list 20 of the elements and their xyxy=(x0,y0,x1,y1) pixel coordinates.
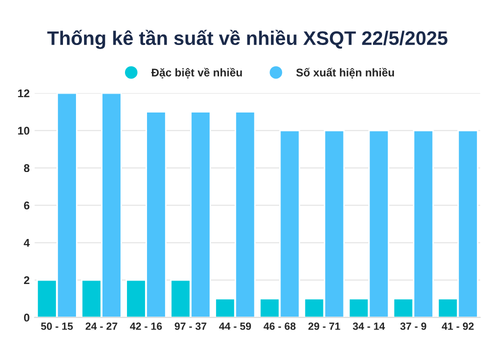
y-tick-label: 6 xyxy=(24,202,30,210)
x-tick-label: 42 - 16 xyxy=(130,322,162,330)
x-tick-label: 29 - 71 xyxy=(308,322,340,330)
y-tick-label: 0 xyxy=(24,314,30,322)
x-tick-label: 24 - 27 xyxy=(86,322,118,330)
chart-title: Thống kê tần suất về nhiều XSQT 22/5/2025 xyxy=(47,30,448,49)
x-tick-label: 50 - 15 xyxy=(41,322,73,330)
x-tick-label: 44 - 59 xyxy=(219,322,251,330)
x-tick-label: 46 - 68 xyxy=(264,322,296,330)
legend-label: Số xuất hiện nhiều xyxy=(296,68,394,78)
legend-label: Đặc biệt về nhiều xyxy=(151,68,242,78)
x-tick-label: 34 - 14 xyxy=(352,322,385,330)
x-tick-label: 37 - 9 xyxy=(400,322,426,330)
y-tick-label: 10 xyxy=(18,126,30,135)
x-tick-label: 41 - 92 xyxy=(442,322,474,330)
y-tick-label: 8 xyxy=(24,164,30,172)
y-tick-label: 12 xyxy=(18,89,30,98)
y-tick-label: 4 xyxy=(24,239,30,247)
y-tick-label: 2 xyxy=(24,276,30,284)
x-tick-label: 97 - 37 xyxy=(174,322,206,330)
